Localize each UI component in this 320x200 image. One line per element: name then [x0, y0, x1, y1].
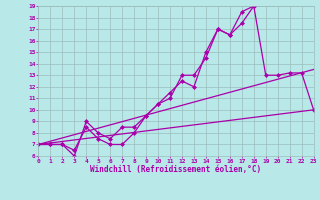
X-axis label: Windchill (Refroidissement éolien,°C): Windchill (Refroidissement éolien,°C): [91, 165, 261, 174]
